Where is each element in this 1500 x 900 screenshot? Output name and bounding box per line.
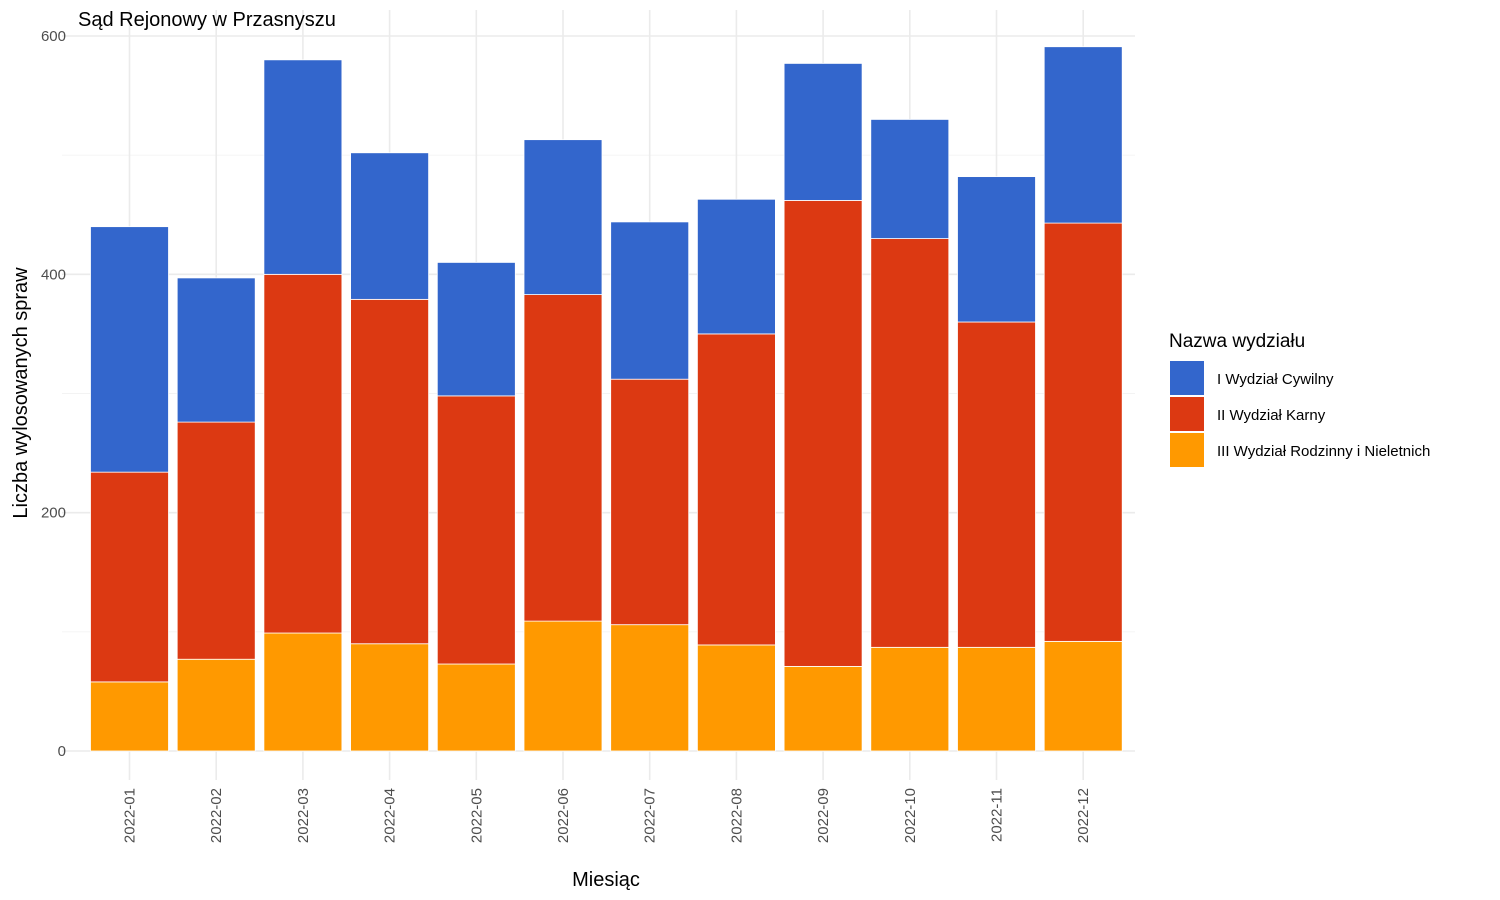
bar-2022-02-i xyxy=(176,277,256,423)
bar-2022-11-i xyxy=(957,176,1036,323)
bar-2022-10-iii xyxy=(870,646,950,752)
bar-2022-05-ii xyxy=(436,395,516,665)
bar-2022-07-iii xyxy=(610,624,690,752)
bar-2022-01-i xyxy=(90,226,169,473)
bar-2022-03-iii xyxy=(263,632,343,752)
legend-swatch xyxy=(1170,433,1204,467)
bar-2022-11-iii xyxy=(957,646,1036,752)
bar-2022-03-ii xyxy=(263,273,343,634)
x-axis-ticks: 2022-01 2022-02 2022-03 2022-04 2022-05 2022-… xyxy=(122,788,1093,843)
bar-2022-02-iii xyxy=(176,658,256,752)
bar-2022-12-ii xyxy=(1043,222,1123,642)
x-tick-label: 2022-02 xyxy=(208,788,225,843)
bar-2022-08-iii xyxy=(697,644,776,752)
bar-2022-06-i xyxy=(523,139,603,295)
x-tick-label: 2022-05 xyxy=(468,788,485,843)
bar-2022-07-ii xyxy=(610,378,690,626)
bar-2022-03-i xyxy=(263,59,343,275)
y-tick-label: 400 xyxy=(41,266,66,283)
legend-label: II Wydział Karny xyxy=(1217,407,1326,424)
bar-2022-09-ii xyxy=(783,200,863,667)
x-axis-title: Miesiąc xyxy=(572,869,640,891)
x-tick-label: 2022-11 xyxy=(989,788,1006,842)
x-tick-label: 2022-08 xyxy=(728,788,745,843)
bar-2022-12-iii xyxy=(1043,640,1123,752)
bar-2022-08-i xyxy=(697,198,776,335)
bar-2022-12-i xyxy=(1043,46,1123,224)
bar-2022-05-i xyxy=(436,262,516,397)
bar-2022-01-ii xyxy=(90,471,169,683)
bar-2022-01-iii xyxy=(90,681,169,752)
x-tick-label: 2022-06 xyxy=(555,788,572,843)
legend-label: I Wydział Cywilny xyxy=(1217,371,1334,388)
bar-2022-09-iii xyxy=(783,665,863,752)
x-tick-label: 2022-01 xyxy=(122,788,139,843)
chart-title: Sąd Rejonowy w Przasnyszu xyxy=(78,9,336,31)
legend-items: I Wydział Cywilny II Wydział Karny III Wyd… xyxy=(1170,361,1430,467)
bar-2022-04-iii xyxy=(350,643,430,752)
x-tick-label: 2022-09 xyxy=(815,788,832,843)
bars xyxy=(90,46,1123,752)
bar-2022-02-ii xyxy=(176,421,256,660)
bar-2022-04-i xyxy=(350,152,430,300)
x-tick-label: 2022-10 xyxy=(902,788,919,843)
y-tick-label: 0 xyxy=(58,743,66,760)
bar-2022-05-iii xyxy=(436,663,516,752)
legend-swatch xyxy=(1170,397,1204,431)
x-tick-label: 2022-04 xyxy=(382,788,399,843)
y-tick-label: 600 xyxy=(41,28,66,45)
bar-2022-11-ii xyxy=(957,321,1036,648)
bar-2022-06-ii xyxy=(523,294,603,622)
bar-2022-06-iii xyxy=(523,620,603,752)
y-tick-label: 200 xyxy=(41,505,66,522)
y-axis-ticks: 0 200 400 600 xyxy=(41,28,66,760)
bar-2022-10-i xyxy=(870,119,950,239)
legend-title: Nazwa wydziału xyxy=(1169,331,1305,352)
bar-2022-07-i xyxy=(610,221,690,380)
x-tick-label: 2022-07 xyxy=(642,788,659,843)
bar-2022-10-ii xyxy=(870,238,950,648)
y-axis-title: Liczba wylosowanych spraw xyxy=(10,267,32,519)
legend-label: III Wydział Rodzinny i Nieletnich xyxy=(1217,443,1430,460)
x-tick-label: 2022-03 xyxy=(295,788,312,843)
bar-2022-09-i xyxy=(783,63,863,201)
legend: Nazwa wydziału I Wydział Cywilny II Wydzi… xyxy=(1169,331,1430,467)
bar-2022-08-ii xyxy=(697,333,776,646)
legend-swatch xyxy=(1170,361,1204,395)
x-tick-label: 2022-12 xyxy=(1075,788,1092,843)
bar-2022-04-ii xyxy=(350,298,430,645)
